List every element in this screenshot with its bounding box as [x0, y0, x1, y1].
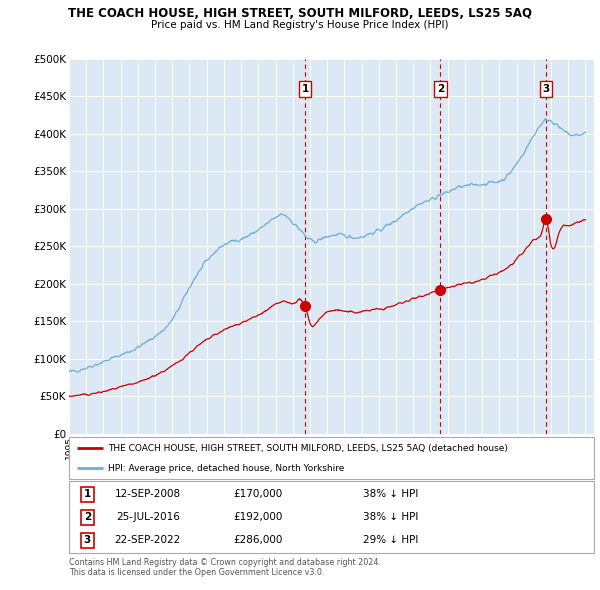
- Text: Price paid vs. HM Land Registry's House Price Index (HPI): Price paid vs. HM Land Registry's House …: [151, 20, 449, 30]
- Text: THE COACH HOUSE, HIGH STREET, SOUTH MILFORD, LEEDS, LS25 5AQ (detached house): THE COACH HOUSE, HIGH STREET, SOUTH MILF…: [109, 444, 508, 453]
- Text: 3: 3: [542, 84, 550, 94]
- Text: 2: 2: [437, 84, 444, 94]
- Text: 1: 1: [301, 84, 308, 94]
- Text: 25-JUL-2016: 25-JUL-2016: [116, 513, 179, 522]
- Text: Contains HM Land Registry data © Crown copyright and database right 2024.
This d: Contains HM Land Registry data © Crown c…: [69, 558, 381, 577]
- Text: 1: 1: [84, 489, 91, 499]
- Text: £286,000: £286,000: [233, 536, 283, 546]
- Text: THE COACH HOUSE, HIGH STREET, SOUTH MILFORD, LEEDS, LS25 5AQ: THE COACH HOUSE, HIGH STREET, SOUTH MILF…: [68, 7, 532, 20]
- Text: 38% ↓ HPI: 38% ↓ HPI: [363, 513, 418, 522]
- Text: 22-SEP-2022: 22-SEP-2022: [115, 536, 181, 546]
- Text: 29% ↓ HPI: 29% ↓ HPI: [363, 536, 418, 546]
- Text: 3: 3: [84, 536, 91, 546]
- Text: £170,000: £170,000: [233, 489, 283, 499]
- Text: HPI: Average price, detached house, North Yorkshire: HPI: Average price, detached house, Nort…: [109, 464, 345, 473]
- Text: 38% ↓ HPI: 38% ↓ HPI: [363, 489, 418, 499]
- Text: 12-SEP-2008: 12-SEP-2008: [115, 489, 181, 499]
- Text: 2: 2: [84, 513, 91, 522]
- Text: £192,000: £192,000: [233, 513, 283, 522]
